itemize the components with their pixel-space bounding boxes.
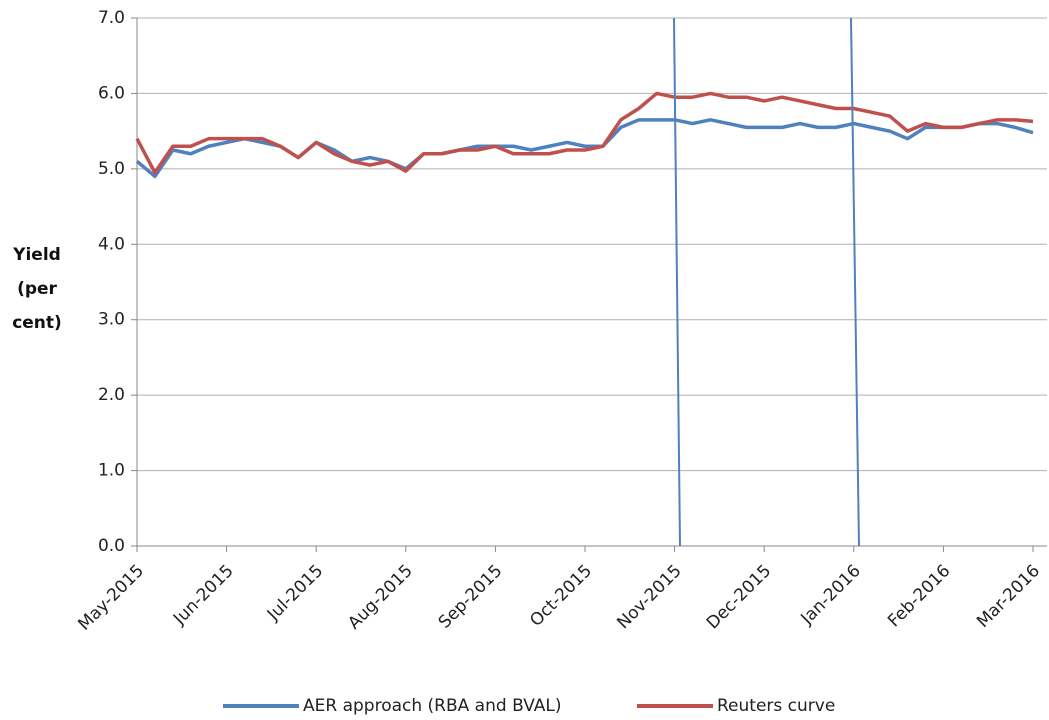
x-tick-label: Oct-2015 <box>526 561 596 631</box>
legend-label: AER approach (RBA and BVAL) <box>303 696 562 716</box>
x-tick-label: May-2015 <box>74 561 148 635</box>
series-line <box>135 91 1034 175</box>
y-tick-label: 3.0 <box>98 310 125 330</box>
y-tick-label: 6.0 <box>98 83 125 103</box>
x-tick-label: Jun-2015 <box>169 561 238 630</box>
x-tick-label: Jan-2016 <box>797 561 865 629</box>
x-tick-label: Dec-2015 <box>703 561 775 633</box>
legend-label: Reuters curve <box>717 696 835 716</box>
y-axis-label: Yield (per cent) <box>12 245 62 333</box>
y-tick-label: 2.0 <box>98 385 125 405</box>
series-line <box>135 118 1034 179</box>
y-tick-label: 5.0 <box>98 159 125 179</box>
x-tick-label: Sep-2015 <box>435 561 507 633</box>
y-tick-label: 4.0 <box>98 234 125 254</box>
x-tick-label: Feb-2016 <box>884 561 954 631</box>
x-tick-label: Aug-2015 <box>344 561 417 634</box>
annotation-line <box>850 17 860 547</box>
y-tick-label: 0.0 <box>98 536 125 556</box>
x-tick-label: Mar-2016 <box>973 561 1044 632</box>
x-tick-label: Nov-2015 <box>613 561 685 633</box>
y-tick-label: 1.0 <box>98 461 125 481</box>
y-tick-label: 7.0 <box>98 8 125 28</box>
x-tick-label: Jul-2015 <box>263 561 327 625</box>
annotation-line <box>673 17 681 547</box>
